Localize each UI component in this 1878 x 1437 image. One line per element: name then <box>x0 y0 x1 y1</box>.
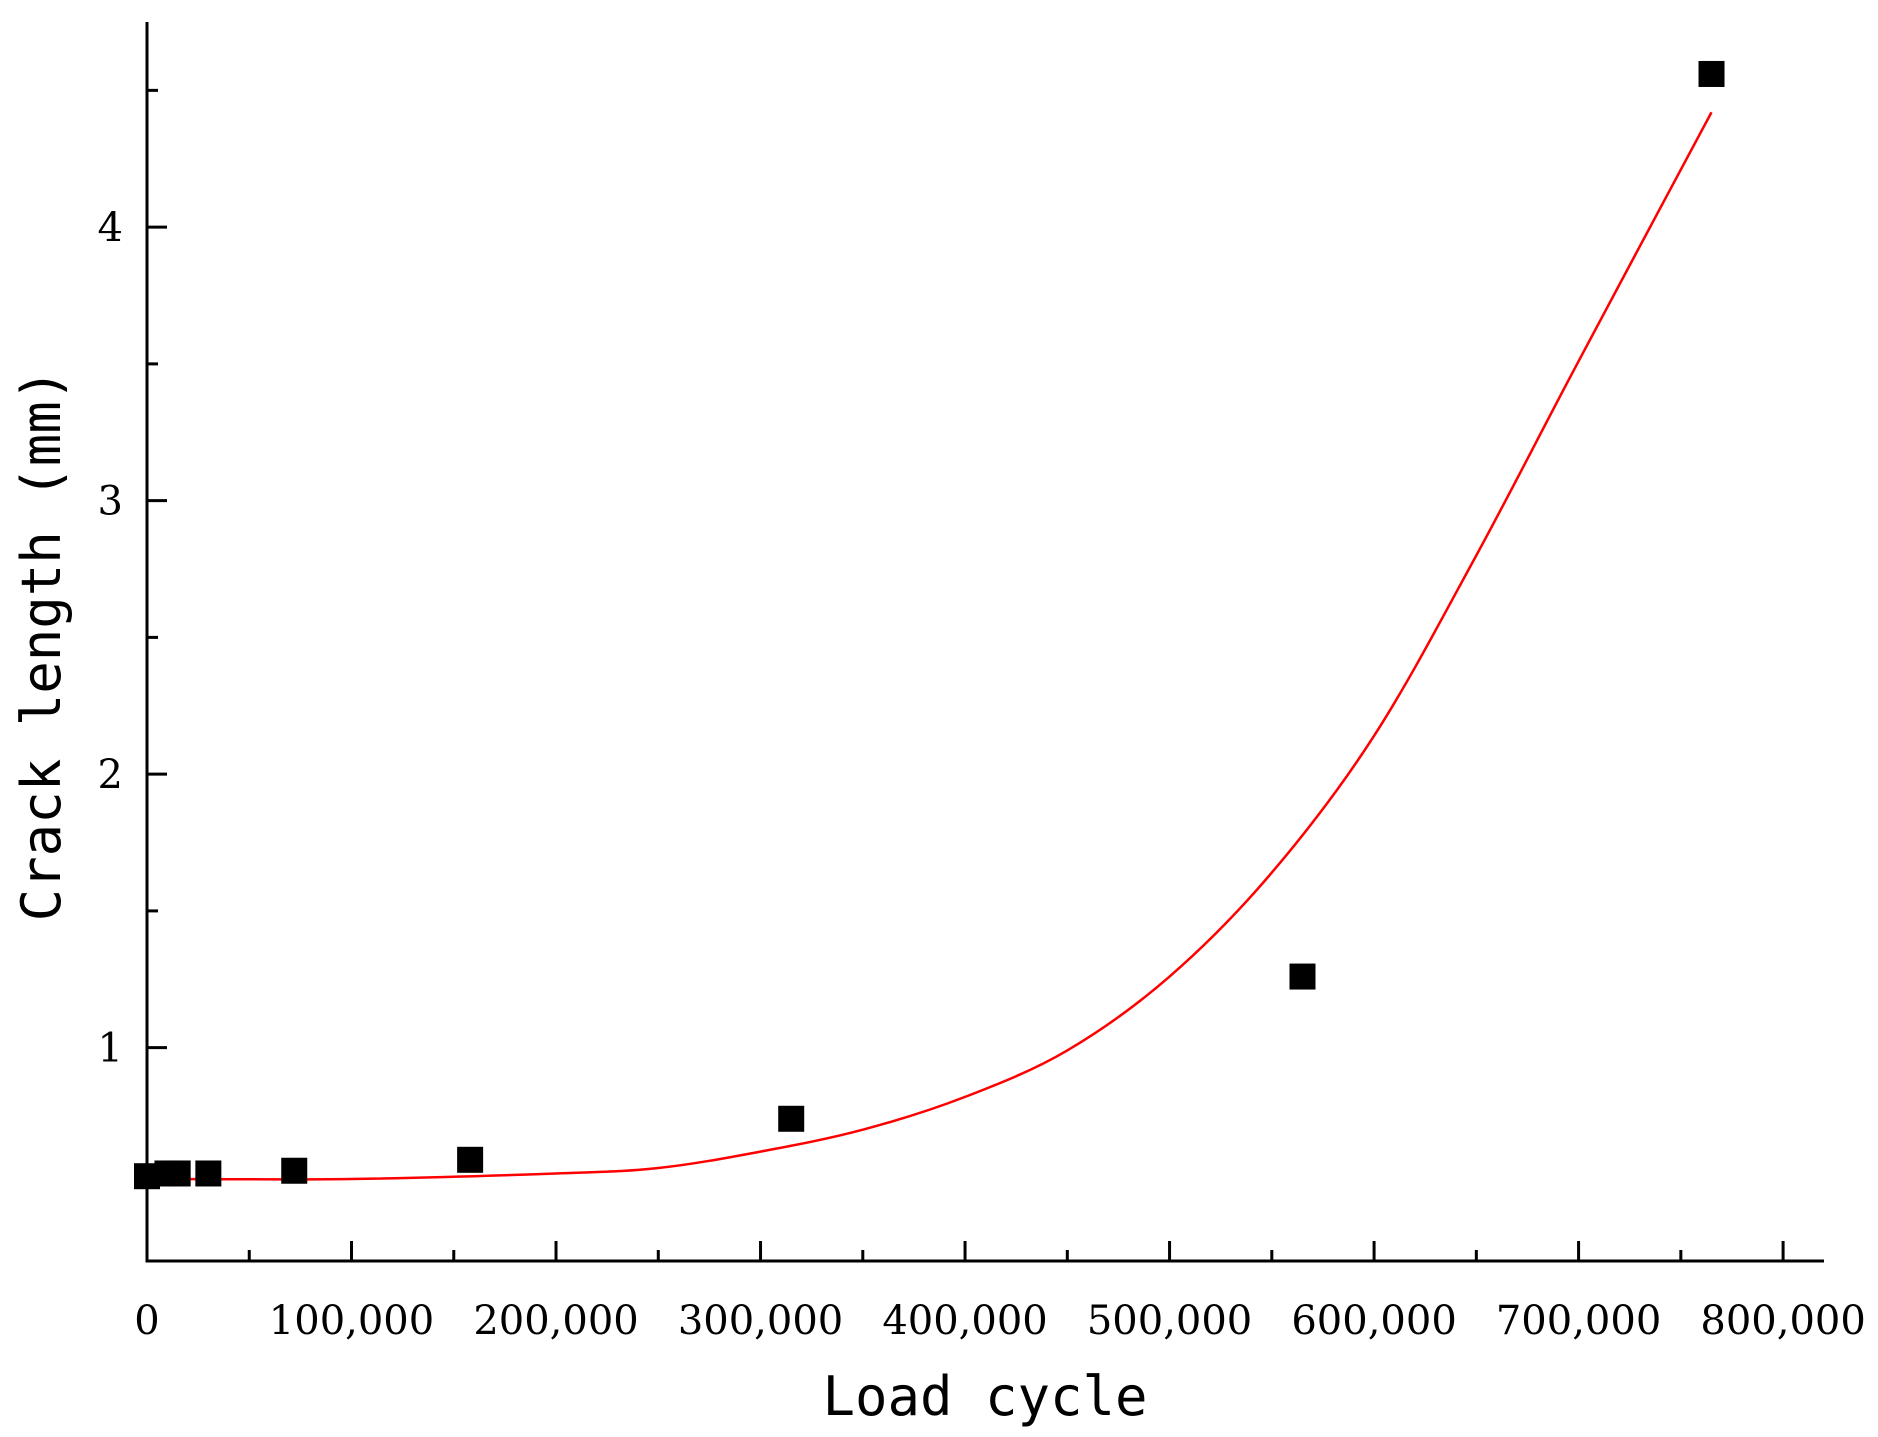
y-tick-label: 3 <box>98 479 123 525</box>
x-tick-label: 300,000 <box>678 1298 843 1344</box>
y-tick-label: 4 <box>98 205 123 251</box>
x-tick-label: 200,000 <box>473 1298 638 1344</box>
y-tick-label: 2 <box>98 752 123 798</box>
x-tick-label: 100,000 <box>269 1298 434 1344</box>
x-axis-title: Load cycle <box>822 1365 1147 1428</box>
x-tick-label: 0 <box>134 1298 159 1344</box>
data-point <box>1698 60 1725 87</box>
data-points-layer <box>134 60 1725 1190</box>
tick-labels-layer: 0 100,000 200,000 300,000 400,000 500,000 600,… <box>98 205 1866 1344</box>
x-tick-label: 800,000 <box>1700 1298 1865 1344</box>
fit-curve <box>161 111 1713 1181</box>
data-point <box>195 1160 222 1187</box>
fit-curve-layer <box>161 111 1713 1181</box>
y-axis-title: Crack length (mm) <box>10 369 73 922</box>
y-tick-label: 1 <box>98 1026 123 1072</box>
x-tick-label: 600,000 <box>1291 1298 1456 1344</box>
data-point <box>457 1146 484 1173</box>
data-point <box>281 1157 308 1184</box>
data-point <box>164 1160 191 1187</box>
x-tick-label: 700,000 <box>1496 1298 1661 1344</box>
data-point <box>1289 963 1316 990</box>
axes <box>145 22 1824 1263</box>
data-point <box>778 1105 805 1132</box>
x-tick-label: 500,000 <box>1087 1298 1252 1344</box>
x-tick-label: 400,000 <box>882 1298 1047 1344</box>
